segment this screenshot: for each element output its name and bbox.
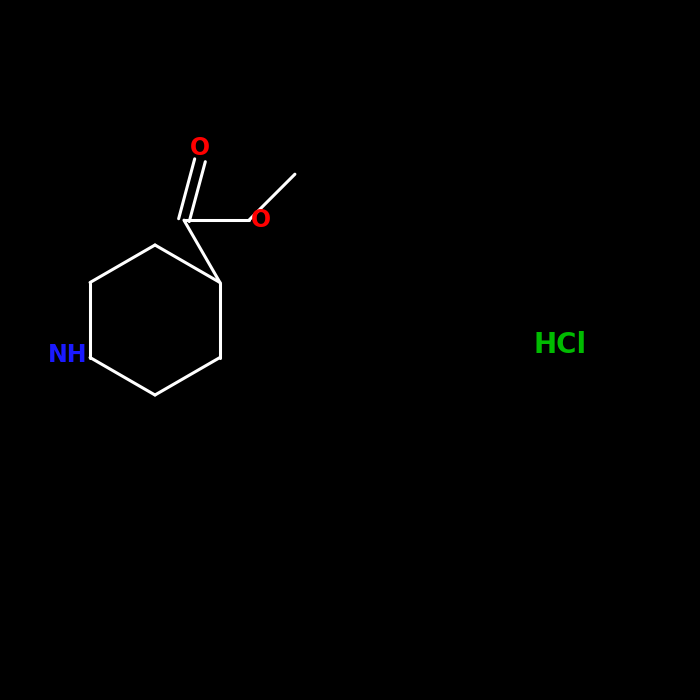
Text: NH: NH (48, 344, 88, 368)
Text: O: O (190, 136, 210, 160)
Text: O: O (251, 208, 271, 232)
Text: HCl: HCl (533, 331, 587, 359)
